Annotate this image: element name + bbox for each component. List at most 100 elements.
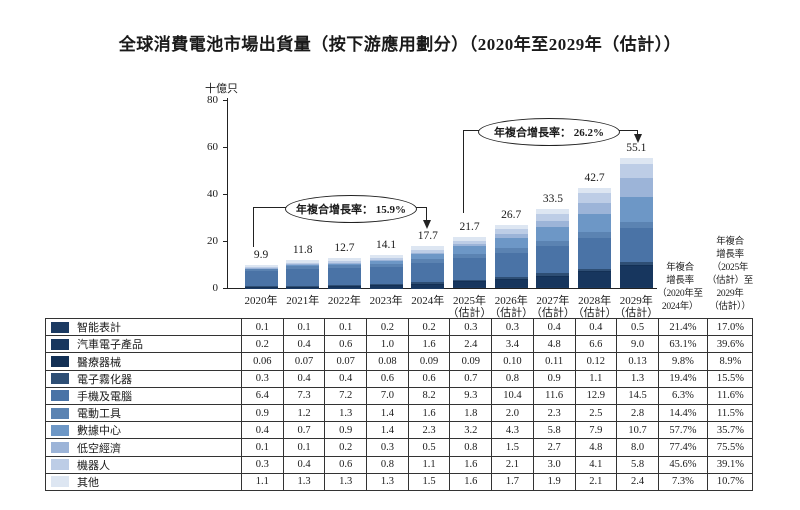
value-cell: 0.9	[532, 370, 575, 387]
legend-swatch	[51, 373, 69, 385]
value-cell: 1.6	[407, 336, 450, 353]
bar-segment	[619, 265, 653, 287]
value-cell: 0.09	[407, 353, 450, 370]
cagr-cell: 35.7%	[706, 422, 753, 439]
value-cell: 0.2	[241, 336, 283, 353]
bar-segment	[578, 238, 612, 269]
value-cell: 0.5	[616, 319, 658, 336]
bar-segment	[494, 277, 528, 280]
table-row: 電動工具 0.9 1.2 1.3 1.4 1.6 1.8 2.0 2.3 2.5 2.8 14.4% 1…	[46, 404, 752, 422]
value-cell: 8.2	[407, 387, 450, 405]
bar-total-label: 14.1	[376, 238, 397, 251]
bar-segment	[244, 268, 278, 270]
bar-segment	[578, 232, 612, 239]
bar-segment	[286, 259, 320, 263]
callout2-line-right-v	[637, 130, 638, 135]
legend-label: 低空經濟	[77, 442, 121, 455]
value-cell: 0.6	[407, 370, 450, 387]
value-cell: 2.5	[574, 405, 617, 422]
bar-segment	[578, 271, 612, 288]
value-cell: 10.4	[491, 387, 533, 405]
value-cell: 0.4	[574, 319, 617, 336]
cagr-cell: 45.6%	[657, 456, 707, 473]
bar-segment	[369, 259, 403, 261]
value-cell: 6.6	[574, 336, 617, 353]
legend-cell: 低空經濟	[46, 439, 241, 455]
value-cell: 4.8	[532, 336, 575, 353]
cagr-cell: 17.0%	[706, 319, 753, 336]
y-axis-unit-label: 十億只	[205, 83, 238, 95]
value-cell: 0.11	[532, 353, 575, 370]
legend-swatch	[51, 390, 69, 402]
legend-label: 智能表計	[77, 322, 121, 335]
value-cell: 5.8	[532, 422, 575, 439]
legend-swatch	[51, 476, 69, 488]
x-axis-sublabel: （估計）	[614, 307, 659, 319]
y-axis-line	[227, 98, 228, 289]
bar-total-label: 17.7	[417, 230, 438, 243]
value-cell: 1.6	[407, 405, 450, 422]
value-cell: 0.5	[407, 439, 450, 456]
bar-segment	[536, 213, 570, 221]
bar-segment	[411, 282, 445, 284]
value-cell: 2.0	[491, 405, 533, 422]
value-cell: 1.3	[366, 473, 408, 491]
value-cell: 0.3	[491, 319, 533, 336]
cagr-column-header-2020-2024: 年複合 增長率 （2020年至 2024年）	[657, 263, 703, 312]
bar-segment	[494, 237, 528, 249]
legend-cell: 數據中心	[46, 422, 241, 438]
legend-cell: 機器人	[46, 457, 241, 473]
x-axis-sublabel: （估計）	[572, 307, 617, 319]
value-cell: 5.8	[616, 456, 658, 473]
value-cell: 7.3	[282, 387, 325, 405]
value-cell: 1.1	[241, 473, 283, 491]
callout1-line-right-h	[414, 207, 427, 208]
legend-cell: 電動工具	[46, 405, 241, 421]
cagr-callout-2020-2024: 年複合增長率： 15.9%	[285, 195, 417, 223]
x-axis-label: 2029年	[619, 295, 653, 307]
bar-segment	[494, 287, 528, 288]
bar-segment	[411, 283, 445, 288]
value-cell: 4.8	[574, 439, 617, 456]
cagr-cell: 57.7%	[657, 422, 707, 439]
legend-cell: 汽車電子產品	[46, 336, 241, 352]
y-axis-tick-label: 40	[207, 188, 218, 200]
bar-segment	[369, 257, 403, 260]
cagr-cell: 11.6%	[706, 387, 753, 405]
legend-swatch	[51, 424, 69, 436]
value-cell: 3.0	[532, 456, 575, 473]
value-cell: 0.1	[282, 319, 325, 336]
bar-segment	[286, 268, 320, 286]
table-row: 低空經濟 0.1 0.1 0.2 0.3 0.5 0.8 1.5 2.7 4.8 8.0 77.4% 7…	[46, 438, 752, 456]
legend-cell: 醫療器械	[46, 353, 241, 369]
bar-segment	[286, 262, 320, 264]
value-cell: 0.2	[324, 439, 366, 456]
table-row: 其他 1.1 1.3 1.3 1.3 1.5 1.6 1.7 1.9 2.1 2.4 7.3% 10.7…	[46, 472, 752, 491]
bar-segment	[369, 285, 403, 288]
value-cell: 1.2	[282, 405, 325, 422]
bar-segment	[244, 269, 278, 272]
legend-label: 數據中心	[77, 425, 121, 438]
value-cell: 1.8	[449, 405, 491, 422]
cagr-cell: 77.4%	[657, 439, 707, 456]
bar-segment	[578, 188, 612, 193]
legend-swatch	[51, 321, 69, 333]
bar-segment	[411, 246, 445, 250]
bar-segment	[369, 267, 403, 284]
value-cell: 2.1	[574, 473, 617, 491]
value-cell: 1.4	[366, 422, 408, 439]
value-cell: 9.3	[449, 387, 491, 405]
value-cell: 1.6	[449, 473, 491, 491]
bar-segment	[286, 265, 320, 269]
value-cell: 0.12	[574, 353, 617, 370]
bar-segment	[453, 279, 486, 282]
value-cell: 1.1	[407, 456, 450, 473]
bar-segment	[369, 263, 403, 268]
bar-segment	[619, 221, 653, 229]
value-cell: 0.1	[282, 439, 325, 456]
value-cell: 3.4	[491, 336, 533, 353]
value-cell: 1.1	[574, 370, 617, 387]
cagr-cell: 14.4%	[657, 405, 707, 422]
y-axis-tick	[223, 100, 227, 101]
x-axis-label: 2021年	[286, 295, 320, 307]
